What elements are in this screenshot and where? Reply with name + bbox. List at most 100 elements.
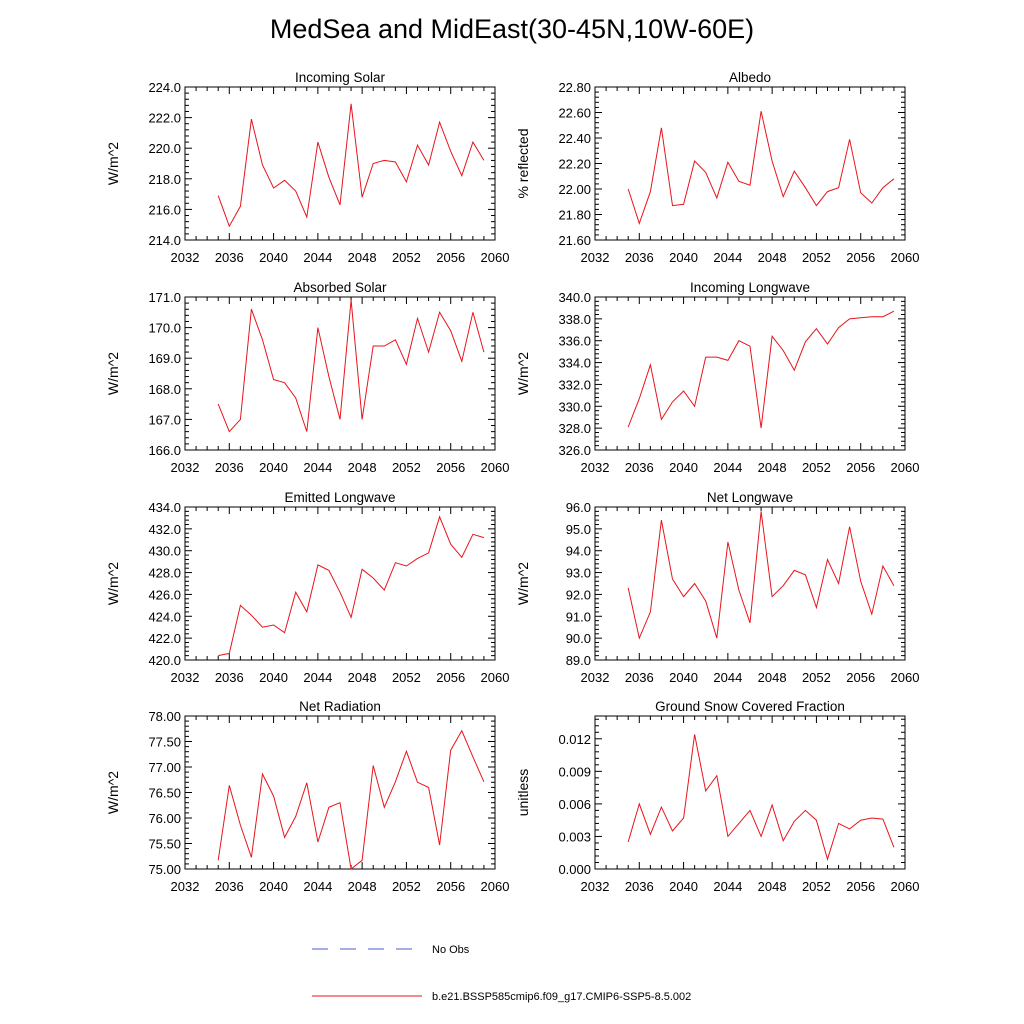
x-tick-label: 2032 [581,879,610,894]
y-tick-label: 22.20 [558,157,591,172]
y-tick-label: 77.50 [148,735,181,750]
y-tick-label: 75.50 [148,837,181,852]
series-line [627,511,895,640]
x-tick-label: 2044 [713,250,742,265]
x-tick-label: 2060 [481,460,510,475]
y-tick-label: 22.40 [558,131,591,146]
x-tick-label: 2032 [581,670,610,685]
x-tick-label: 2040 [669,879,698,894]
x-tick-label: 2052 [392,879,421,894]
series-line [627,310,895,429]
chart-panel-7: 2032 2036 2040 2044 2048 2052 2056 2060 75.00 75.… [105,699,509,894]
x-tick-label: 2032 [171,250,200,265]
x-tick-label: 2052 [802,879,831,894]
y-tick-label: 22.00 [558,182,591,197]
plot-frame [184,506,496,661]
x-tick-label: 2060 [891,879,920,894]
y-tick-label: 170.0 [148,321,181,336]
series-line [217,103,485,228]
x-tick-label: 2056 [436,670,465,685]
chart-panel-4: 2032 2036 2040 2044 2048 2052 2056 2060 326.0 328… [515,280,919,475]
x-tick-label: 2052 [392,250,421,265]
x-tick-label: 2040 [259,670,288,685]
y-tick-label: 75.00 [148,862,181,877]
x-tick-label: 2044 [303,879,332,894]
y-tick-label: 214.0 [148,233,181,248]
y-tick-label: 0.003 [558,829,591,844]
y-tick-label: 426.0 [148,587,181,602]
x-tick-label: 2036 [625,879,654,894]
y-tick-label: 224.0 [148,80,181,95]
x-tick-label: 2036 [215,670,244,685]
y-tick-label: 22.60 [558,106,591,121]
y-tick-label: 220.0 [148,141,181,156]
x-tick-label: 2044 [303,250,332,265]
x-tick-label: 2044 [303,670,332,685]
x-tick-label: 2056 [846,460,875,475]
y-tick-label: 0.000 [558,862,591,877]
x-tick-label: 2052 [802,250,831,265]
x-tick-label: 2036 [625,670,654,685]
x-tick-label: 2032 [171,460,200,475]
panel-title: Net Longwave [707,490,793,505]
series-line [217,729,485,870]
y-tick-label: 92.0 [566,587,591,602]
x-tick-label: 2036 [215,879,244,894]
y-tick-label: 93.0 [566,566,591,581]
y-axis-label: W/m^2 [105,142,121,185]
series-line [218,515,485,657]
series-line [627,111,895,225]
y-tick-label: 340.0 [558,290,591,305]
y-tick-label: 0.009 [558,764,591,779]
y-tick-label: 90.0 [566,631,591,646]
x-tick-label: 2044 [713,670,742,685]
panel-title: Emitted Longwave [284,490,395,505]
y-tick-label: 420.0 [148,653,181,668]
x-tick-label: 2056 [436,250,465,265]
y-tick-label: 78.00 [148,709,181,724]
x-tick-label: 2052 [392,460,421,475]
y-axis-label: % reflected [515,128,531,198]
y-tick-label: 0.012 [558,732,591,747]
plot-frame [594,506,906,661]
figure-title: MedSea and MidEast(30-45N,10W-60E) [269,14,755,44]
y-tick-label: 326.0 [558,443,591,458]
y-tick-label: 166.0 [148,443,181,458]
x-tick-label: 2052 [392,670,421,685]
y-axis-label: W/m^2 [105,352,121,395]
y-tick-label: 96.0 [566,500,591,515]
x-tick-label: 2044 [713,460,742,475]
y-tick-label: 95.0 [566,522,591,537]
y-tick-label: 94.0 [566,544,591,559]
plot-frame [184,86,496,241]
y-tick-label: 338.0 [558,312,591,327]
y-tick-label: 21.60 [558,233,591,248]
x-tick-label: 2056 [436,460,465,475]
x-tick-label: 2048 [348,670,377,685]
x-tick-label: 2056 [846,250,875,265]
x-tick-label: 2032 [171,670,200,685]
panel-title: Absorbed Solar [293,280,387,295]
x-tick-label: 2032 [581,460,610,475]
y-axis-label: W/m^2 [515,352,531,395]
x-tick-label: 2040 [669,460,698,475]
y-tick-label: 428.0 [148,566,181,581]
chart-panel-5: 2032 2036 2040 2044 2048 2052 2056 2060 420.0 422… [105,490,509,685]
x-tick-label: 2040 [259,879,288,894]
y-tick-label: 216.0 [148,202,181,217]
y-tick-label: 76.00 [148,811,181,826]
y-tick-label: 76.50 [148,786,181,801]
x-tick-label: 2052 [802,460,831,475]
x-tick-label: 2048 [758,250,787,265]
series-line [627,734,895,861]
y-tick-label: 91.0 [566,609,591,624]
y-tick-label: 332.0 [558,377,591,392]
x-tick-label: 2060 [481,670,510,685]
x-tick-label: 2052 [802,670,831,685]
x-tick-label: 2060 [891,670,920,685]
x-tick-label: 2048 [758,460,787,475]
x-tick-label: 2048 [348,460,377,475]
y-tick-label: 432.0 [148,522,181,537]
y-tick-label: 434.0 [148,500,181,515]
